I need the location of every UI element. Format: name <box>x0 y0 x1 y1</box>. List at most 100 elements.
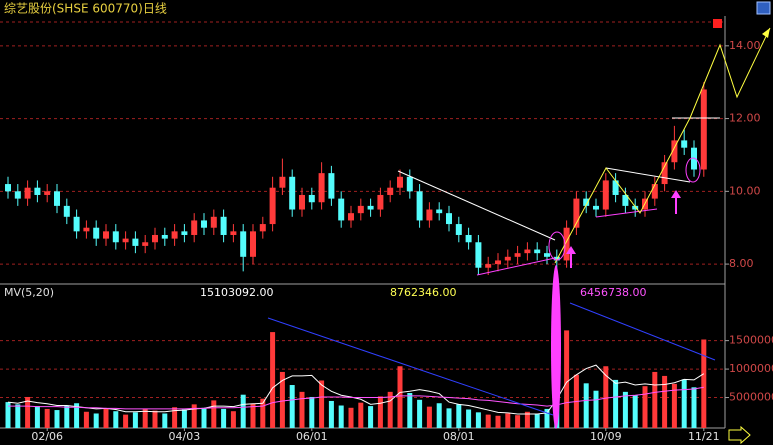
y-tick-label: 12.00 <box>729 112 761 125</box>
candle-body <box>181 231 188 235</box>
trend-line <box>595 208 658 218</box>
candle-body <box>651 184 658 199</box>
volume-bar <box>515 415 521 428</box>
projection-line <box>554 27 771 264</box>
volume-bar <box>309 396 315 428</box>
volume-bar <box>475 412 481 428</box>
readout: 15103092.00 <box>200 286 273 299</box>
volume-bar <box>662 375 668 428</box>
volume-bar <box>64 405 70 428</box>
candle-body <box>318 173 325 203</box>
candle-body <box>700 89 707 170</box>
volume-average-line <box>8 386 704 410</box>
readout: 6456738.00 <box>580 286 646 299</box>
candle-body <box>34 187 41 195</box>
candle-body <box>495 260 501 265</box>
volume-bars <box>5 330 707 428</box>
volume-bar <box>456 404 462 428</box>
candle-body <box>544 253 550 257</box>
y-tick-label: 10000000 <box>729 362 773 375</box>
candle-body <box>142 242 149 246</box>
candle-body <box>612 180 619 195</box>
candle-body <box>514 253 521 257</box>
arrow-head <box>566 246 576 254</box>
volume-bar <box>5 402 11 428</box>
candle-body <box>171 231 178 239</box>
candle-body <box>397 176 403 188</box>
candle-body <box>210 216 217 228</box>
candle-body <box>446 213 452 225</box>
volume-highlight <box>551 265 561 429</box>
candle-body <box>573 198 580 228</box>
candle-body <box>632 205 639 210</box>
volume-bar <box>93 413 99 428</box>
volume-bar <box>613 379 619 428</box>
candle-body <box>348 213 354 221</box>
volume-average-line <box>7 364 705 415</box>
volume-bar <box>368 406 374 428</box>
candle-body <box>132 238 139 246</box>
candle-body <box>671 140 678 163</box>
candle-body <box>593 205 599 210</box>
volume-bar <box>123 414 129 428</box>
volume-bar <box>564 330 570 428</box>
x-tick-label: 04/03 <box>169 430 201 443</box>
y-tick-label: 10.00 <box>729 184 761 197</box>
candle-body <box>681 140 688 148</box>
volume-bar <box>201 407 207 428</box>
candle-body <box>24 187 31 199</box>
candle-body <box>524 249 531 254</box>
volume-bar <box>44 408 50 428</box>
volume-bar <box>162 413 168 428</box>
volume-bar <box>691 387 697 428</box>
projection-arrow <box>762 28 770 38</box>
x-tick-label: 10/09 <box>590 430 622 443</box>
candle-body <box>103 231 109 239</box>
volume-bar <box>387 391 393 428</box>
volume-bar <box>319 380 325 428</box>
volume-bar <box>593 390 599 428</box>
volume-bar <box>152 410 158 428</box>
volume-bar <box>230 411 236 428</box>
volume-bar <box>34 406 40 428</box>
candle-body <box>250 231 256 257</box>
y-tick-label: 15000000 <box>729 334 773 347</box>
x-tick-label: 06/01 <box>296 430 328 443</box>
volume-bar <box>407 392 413 428</box>
volume-bar <box>642 386 648 428</box>
volume-bar <box>15 404 21 428</box>
candle-body <box>338 198 345 221</box>
candle-body <box>220 216 227 235</box>
volume-trend-line <box>267 317 554 416</box>
volume-bar <box>524 411 530 428</box>
volume-bar <box>446 408 452 428</box>
candle-body <box>230 231 237 235</box>
volume-bar <box>83 411 89 428</box>
candle-body <box>299 194 305 210</box>
candle-body <box>622 194 629 206</box>
volume-bar <box>417 399 423 428</box>
arrow-head <box>671 190 681 198</box>
volume-bar <box>260 398 266 428</box>
volume-label: MV(5,20) <box>4 286 54 299</box>
volume-bar <box>652 371 658 428</box>
volume-bar <box>426 406 432 428</box>
candle-body <box>475 242 482 268</box>
volume-trend-line <box>569 302 716 361</box>
grid: 8.00 10.00 12.00 14.00 5000000 10000000 150000… <box>0 39 773 404</box>
window-icon[interactable] <box>756 1 771 15</box>
candle-body <box>387 187 394 195</box>
volume-bar <box>671 383 677 428</box>
scroll-arrow[interactable] <box>728 425 751 445</box>
volume-bar <box>348 407 354 428</box>
scroll-control[interactable] <box>728 425 751 445</box>
volume-bar <box>74 403 80 428</box>
volume-bar <box>495 415 501 428</box>
highlight-ellipse <box>548 231 566 261</box>
volume-bar <box>172 407 178 428</box>
volume-bar <box>142 408 148 428</box>
volume-bar <box>25 396 31 428</box>
